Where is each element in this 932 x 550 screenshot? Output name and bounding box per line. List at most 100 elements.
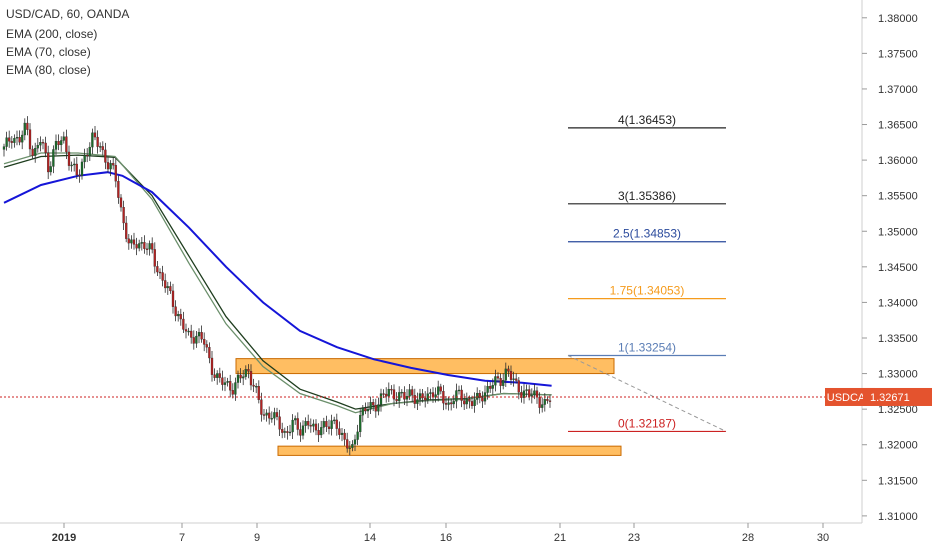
candle-body	[109, 163, 112, 170]
candle-body	[395, 399, 398, 402]
candle-body	[434, 394, 437, 398]
candle-body	[343, 432, 346, 440]
candle-body	[301, 425, 305, 436]
candle-body	[122, 207, 125, 224]
y-tick-label: 1.35000	[878, 226, 918, 238]
candle-body	[62, 136, 65, 141]
candle-body	[533, 390, 536, 396]
ema80-line	[3, 154, 552, 410]
candle-body	[93, 132, 97, 138]
candle-body	[80, 161, 84, 176]
y-tick-label: 1.34000	[878, 297, 918, 309]
candle-body	[151, 243, 154, 250]
candle-body	[322, 421, 325, 428]
candle-body	[351, 444, 354, 448]
candle-body	[41, 142, 45, 144]
x-tick-label: 9	[254, 532, 260, 544]
candle-body	[525, 389, 528, 391]
ema70-line	[3, 152, 552, 414]
candle-body	[197, 332, 201, 337]
candle-body	[78, 174, 81, 177]
candle-body	[330, 420, 333, 429]
y-tick-label: 1.32500	[878, 404, 918, 416]
candle-body	[249, 371, 253, 386]
candle-body	[106, 162, 110, 170]
candle-body	[26, 122, 29, 130]
candle-body	[382, 393, 385, 395]
candle-body	[340, 432, 344, 435]
candle-body	[112, 163, 115, 166]
candle-body	[125, 222, 128, 239]
candle-body	[338, 428, 341, 435]
candle-body	[91, 132, 94, 148]
candle-body	[543, 399, 546, 405]
candle-body	[278, 416, 281, 430]
candle-body	[86, 154, 89, 157]
candle-body	[60, 140, 63, 146]
candle-body	[260, 399, 263, 415]
candle-body	[522, 390, 526, 398]
candle-body	[252, 384, 255, 387]
candle-body	[398, 392, 401, 402]
y-tick-label: 1.32000	[878, 440, 918, 452]
candle-body	[67, 151, 71, 166]
candle-body	[99, 146, 102, 148]
candle-body	[101, 146, 104, 151]
candle-body	[486, 386, 489, 393]
candle-body	[275, 412, 279, 417]
candle-body	[221, 377, 224, 385]
candle-body	[288, 431, 292, 434]
x-tick-label: 28	[742, 532, 754, 544]
x-tick-label: 7	[179, 532, 185, 544]
symbol-title: USD/CAD, 60, OANDA	[6, 7, 130, 21]
y-tick-label: 1.31000	[878, 511, 918, 523]
candle-body	[117, 180, 120, 198]
fib-level-label: 1(1.33254)	[618, 340, 676, 354]
indicator-ema70-label[interactable]: EMA (70, close)	[6, 45, 91, 59]
candle-body	[54, 141, 58, 150]
candle-body	[377, 404, 380, 412]
candle-body	[517, 380, 520, 393]
candle-body	[421, 393, 424, 399]
candle-body	[143, 242, 146, 249]
y-tick-label: 1.31500	[878, 475, 918, 487]
y-tick-label: 1.37500	[878, 48, 918, 60]
candle-body	[135, 244, 138, 249]
candle-body	[213, 374, 216, 378]
candle-body	[509, 371, 513, 380]
candle-body	[5, 137, 8, 147]
candle-body	[541, 404, 544, 408]
y-tick-label: 1.35500	[878, 191, 918, 203]
candle-body	[2, 146, 6, 150]
candle-body	[507, 368, 510, 372]
candle-body	[174, 306, 177, 317]
candle-body	[127, 238, 130, 244]
y-tick-label: 1.38000	[878, 13, 918, 25]
candle-body	[348, 447, 351, 449]
fib-level-label: 0(1.32187)	[618, 416, 676, 430]
candle-body	[455, 390, 458, 402]
candle-body	[364, 408, 367, 412]
indicator-ema80-label[interactable]: EMA (80, close)	[6, 63, 91, 77]
candle-body	[273, 412, 276, 419]
candle-body	[244, 369, 247, 377]
candle-body	[390, 388, 393, 391]
fib-level-label: 4(1.36453)	[618, 113, 676, 127]
candle-body	[333, 419, 336, 422]
candle-body	[359, 415, 362, 433]
candle-body	[465, 398, 468, 405]
candle-body	[140, 242, 143, 244]
candle-body	[385, 393, 388, 397]
candle-body	[190, 330, 193, 338]
candle-body	[132, 239, 136, 245]
candle-body	[361, 408, 364, 416]
candle-body	[496, 376, 500, 379]
indicator-ema200-label[interactable]: EMA (200, close)	[6, 27, 98, 41]
candle-body	[374, 404, 377, 412]
candle-body	[166, 286, 169, 289]
candle-body	[468, 398, 471, 402]
candle-body	[369, 402, 372, 410]
candle-body	[515, 378, 518, 381]
